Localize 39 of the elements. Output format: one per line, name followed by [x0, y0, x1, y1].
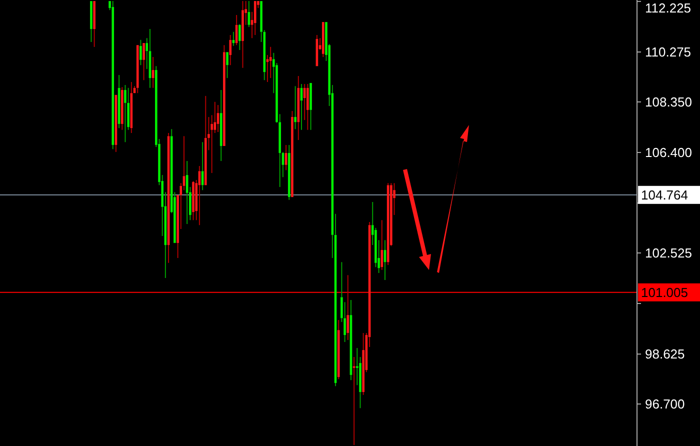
- y-tick-label: 112.225: [645, 0, 692, 16]
- y-tick-label: 96.700: [645, 396, 685, 412]
- y-tick-label: 102.525: [645, 246, 692, 260]
- candlestick: [192, 180, 194, 221]
- candlestick: [136, 45, 139, 94]
- candlestick: [254, 1, 256, 36]
- candlestick: [362, 332, 364, 396]
- candlestick: [229, 34, 232, 66]
- candlestick: [288, 144, 290, 200]
- candlestick: [297, 75, 300, 141]
- y-tick-label: 98.625: [645, 346, 685, 362]
- candlestick: [90, 1, 92, 43]
- candlestick: [291, 110, 294, 198]
- candlestick: [220, 89, 222, 162]
- y-tick-label: 108.350: [645, 94, 692, 110]
- candlestick: [140, 39, 142, 66]
- candlestick: [223, 44, 226, 146]
- ref-line-label: 104.764: [641, 187, 688, 202]
- candlestick: [226, 52, 228, 79]
- candlestick: [306, 84, 309, 130]
- candlestick: [210, 114, 213, 174]
- candlestick: [294, 86, 296, 130]
- y-tick-label: 110.275: [645, 44, 692, 60]
- candlestick: [120, 86, 124, 130]
- y-tick-label: 106.400: [645, 145, 692, 160]
- candlestick: [142, 43, 145, 81]
- candlestick: [112, 0, 114, 150]
- candlestick: [310, 82, 312, 130]
- candlestick: [346, 274, 350, 340]
- candlestick: [337, 319, 340, 380]
- candlestick: [352, 356, 356, 446]
- candlestick: [204, 95, 207, 186]
- candlestick: [380, 220, 384, 270]
- candlestick: [242, 0, 244, 68]
- candlestick: [124, 84, 126, 143]
- candlestick: [93, 1, 96, 48]
- candlestick: [238, 24, 241, 51]
- candlestick: [322, 22, 324, 58]
- ref-line-label: 101.005: [641, 284, 688, 300]
